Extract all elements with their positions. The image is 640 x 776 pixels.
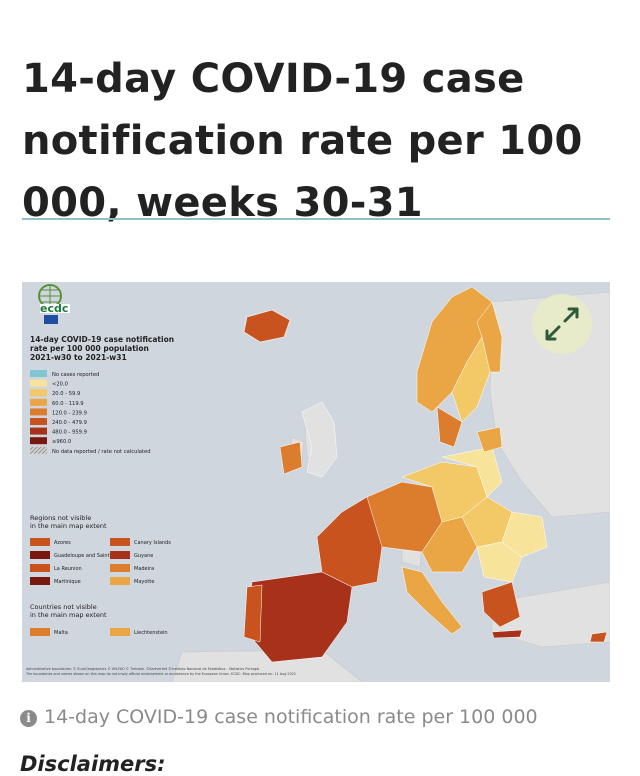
country-swatch [110, 628, 130, 636]
ecdc-logo-text: ecdc [40, 302, 68, 315]
legend-label: No data reported / rate not calculated [52, 449, 151, 455]
country-label: Malta [54, 630, 68, 636]
ecdc-logo: ecdc [38, 284, 70, 324]
map-legend: ecdc 14-day COVID-19 case notification r… [30, 284, 174, 636]
region-label: Mayotte [134, 579, 154, 585]
legend-swatch [30, 446, 47, 454]
legend-label: 480.0 - 959.9 [52, 430, 87, 436]
region-swatch [110, 577, 130, 585]
legend-label: 60.0 - 119.9 [52, 401, 84, 407]
info-circle-icon: i [20, 710, 37, 727]
region-swatch [110, 551, 130, 559]
regions-legend: Azores Canary Islands Guadeloupe and Saint… [30, 538, 171, 585]
region-swatch [30, 564, 50, 572]
map-footer-disclaimer: The boundaries and names shown on this m… [25, 672, 296, 676]
map-caption: i 14-day COVID-19 case notification rate … [20, 706, 538, 728]
disclaimers-heading: Disclaimers: [20, 752, 166, 776]
page-title: 14-day COVID-19 case notification rate p… [22, 56, 583, 226]
map-footer-attribution: Administrative boundaries: © EuroGeograp… [26, 667, 260, 671]
legend-title-1: 14-day COVID-19 case notification [30, 335, 174, 344]
region-swatch [30, 577, 50, 585]
legend-label: 240.0 - 479.9 [52, 420, 87, 426]
region-label: Guadeloupe and Saint Martin [54, 553, 127, 559]
legend-label: <20.0 [52, 382, 68, 388]
countries-heading-2: in the main map extent [30, 611, 107, 619]
caption-text: 14-day COVID-19 case notification rate p… [44, 706, 538, 728]
region-label: Azores [54, 540, 71, 546]
countries-legend: Malta Liechtenstein [30, 628, 168, 636]
iceland-shape [243, 309, 291, 343]
legend-swatch [30, 408, 47, 416]
legend-color-scale: No cases reported <20.0 20.0 - 59.9 60.0 - … [30, 370, 151, 455]
country-label: Liechtenstein [134, 630, 168, 636]
region-label: Canary Islands [134, 540, 171, 546]
legend-swatch [30, 437, 47, 445]
legend-swatch [30, 398, 47, 406]
legend-label: No cases reported [52, 372, 99, 378]
region-label: Martinique [54, 579, 81, 585]
region-swatch [110, 538, 130, 546]
legend-swatch [30, 427, 47, 435]
region-label: La Reunion [54, 566, 82, 572]
region-swatch [30, 551, 50, 559]
legend-swatch [30, 389, 47, 397]
legend-swatch [30, 418, 47, 425]
region-swatch [110, 564, 130, 572]
legend-swatch [30, 370, 47, 377]
title-divider [22, 218, 610, 220]
regions-heading-1: Regions not visible [30, 514, 91, 522]
region-label: Guyane [134, 553, 153, 559]
legend-label: 20.0 - 59.9 [52, 391, 80, 397]
region-swatch [30, 538, 50, 546]
covid-map-image[interactable]: ecdc 14-day COVID-19 case notification r… [22, 282, 610, 682]
expand-arrows-icon [545, 307, 579, 341]
regions-heading-2: in the main map extent [30, 522, 107, 530]
countries-heading-1: Countries not visible [30, 603, 97, 611]
expand-map-button[interactable] [532, 294, 592, 354]
region-label: Madeira [134, 566, 154, 572]
legend-label: 120.0 - 239.9 [52, 410, 87, 416]
non-eu-land [171, 291, 610, 682]
legend-title-3: 2021-w30 to 2021-w31 [30, 353, 127, 362]
legend-swatch [30, 379, 47, 387]
country-swatch [30, 628, 50, 636]
legend-label: ≥960.0 [52, 439, 71, 445]
legend-title-2: rate per 100 000 population [30, 344, 149, 353]
